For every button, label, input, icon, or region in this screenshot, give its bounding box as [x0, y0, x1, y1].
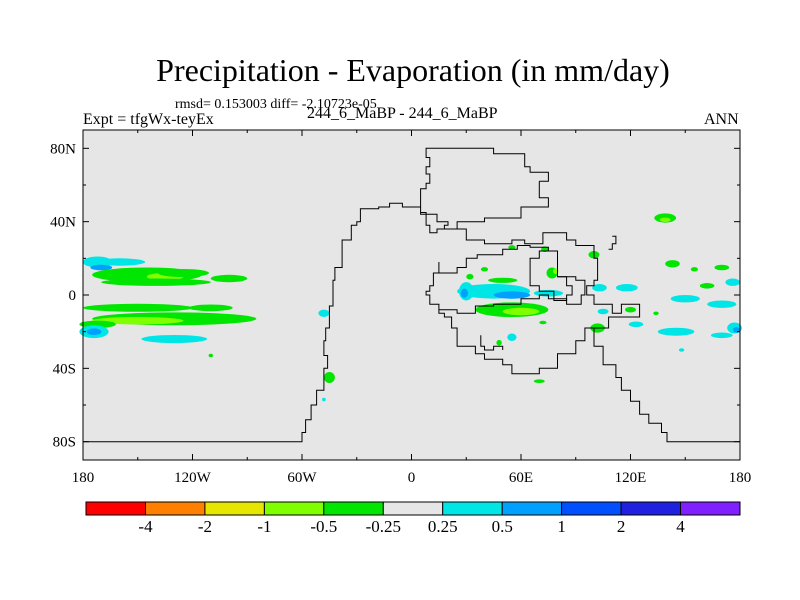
anomaly-blob [323, 372, 335, 383]
y-tick-label: 80S [53, 435, 76, 451]
anomaly-blob [507, 333, 517, 341]
anomaly-blob [318, 309, 330, 317]
anomaly-blob [533, 379, 545, 384]
colorbar-swatch [680, 501, 741, 516]
colorbar-swatch [620, 501, 682, 516]
anomaly-blob [707, 300, 737, 308]
x-tick-label: 60W [287, 470, 317, 486]
y-tick-label: 0 [69, 288, 77, 304]
chart-title: Precipitation - Evaporation (in mm/day) [156, 52, 670, 88]
coastline-africa-notch [480, 335, 504, 351]
anomaly-blob [710, 332, 733, 339]
colorbar-swatch [561, 501, 622, 516]
colorbar-label: 4 [676, 517, 685, 536]
anomaly-blob [699, 283, 715, 289]
colorbar-swatch [85, 501, 146, 516]
case-label: 244_6_MaBP - 244_6_MaBP [307, 105, 498, 122]
anomaly-blob [539, 320, 547, 325]
anomaly-blob [659, 217, 671, 222]
anomaly-blob [93, 258, 146, 266]
colorbar-label: -2 [198, 517, 212, 536]
anomaly-blob [628, 321, 644, 328]
anomaly-blob [493, 291, 531, 299]
colorbar-label: -1 [257, 517, 271, 536]
coastline-tethys-inner-east [529, 250, 573, 301]
anomaly-blob [208, 353, 213, 358]
x-tick-label: 180 [72, 470, 95, 486]
anomaly-blob [678, 348, 685, 352]
colorbar-label: 0.5 [492, 517, 513, 536]
anomaly-blob [653, 311, 659, 316]
stats-line: rmsd= 0.153003 diff= -2.10723e-05 [175, 97, 377, 112]
anomaly-blob [597, 308, 609, 315]
colorbar-label: 0.25 [428, 517, 458, 536]
coastline-east-asia-island [608, 235, 617, 250]
anomaly-blob [657, 327, 695, 336]
coastline-tethys-inner-south [425, 245, 586, 314]
coastline-tethys-southern-shore [438, 309, 594, 375]
coastline-tethys-ring [444, 181, 549, 230]
season-label: ANN [704, 111, 739, 128]
anomaly-blob [725, 278, 740, 286]
colorbar-label: -0.25 [366, 517, 401, 536]
y-tick-label: 80N [50, 141, 76, 157]
colorbar-label: -0.5 [310, 517, 337, 536]
anomaly-blob [86, 328, 102, 336]
anomaly-blob [460, 288, 468, 298]
y-tick-label: 40N [50, 215, 76, 231]
anomaly-blob [592, 284, 607, 292]
colorbar-swatch [263, 501, 325, 516]
anomaly-blob [496, 339, 502, 346]
y-tick-label: 40S [53, 361, 76, 377]
colorbar-swatch [442, 501, 503, 516]
anomaly-blob [466, 273, 474, 280]
anomaly-blob [101, 278, 211, 286]
coastline-pangaea-west-coast [83, 147, 549, 443]
anomaly-blob [480, 267, 489, 272]
experiment-label: Expt = tfgWx-teyEx [83, 111, 214, 128]
x-tick-label: 180 [729, 470, 752, 486]
x-tick-label: 120E [615, 470, 647, 486]
anomaly-blob [92, 317, 184, 325]
colorbar-label: 1 [557, 517, 566, 536]
anomaly-blob [625, 306, 636, 313]
anomaly-blob [488, 277, 518, 283]
anomaly-blob [83, 303, 193, 312]
anomaly-blob [615, 284, 638, 292]
anomaly-blob [157, 269, 209, 277]
anomaly-blob [141, 335, 208, 343]
anomaly-blob [188, 304, 233, 312]
x-tick-label: 120W [174, 470, 212, 486]
anomaly-blob [210, 274, 248, 283]
anomaly-layer [79, 213, 742, 402]
colorbar: -4 -2 -1 -0.5 -0.25 0.25 0.5 1 2 4 [85, 501, 741, 536]
x-tick-label: 0 [408, 470, 416, 486]
anomaly-blob [322, 397, 326, 402]
anomaly-blob [508, 245, 516, 250]
anomaly-blob [690, 267, 699, 272]
anomaly-blob [714, 264, 730, 271]
anomaly-blob [90, 264, 113, 271]
colorbar-swatch [204, 501, 265, 516]
colorbar-label: 2 [617, 517, 626, 536]
x-tick-label: 60E [509, 470, 533, 486]
colorbar-swatch [145, 501, 206, 516]
colorbar-swatch [382, 501, 444, 516]
axis-ticks: 180 120W 60W 0 60E 120E 180 80N 40N 0 40S 80S [50, 130, 751, 486]
anomaly-blob [670, 295, 700, 303]
coastline-layer [83, 147, 740, 443]
map-background [83, 130, 740, 460]
colorbar-swatch [323, 501, 384, 516]
colorbar-swatch [501, 501, 563, 516]
colorbar-label: -4 [138, 517, 153, 536]
anomaly-blob [502, 307, 540, 316]
coastline-pangaea-east-coast [457, 228, 740, 443]
anomaly-blob [665, 260, 680, 268]
